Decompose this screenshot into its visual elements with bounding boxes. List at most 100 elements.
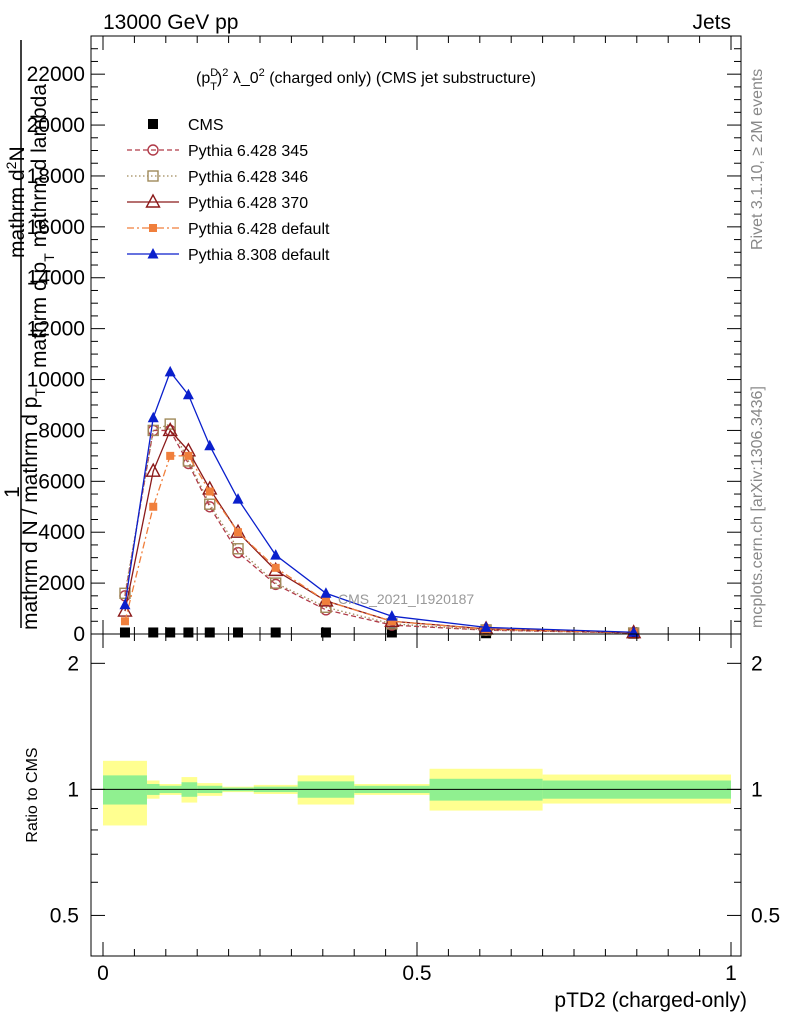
ratio-y-axis: 0.5 0.5 1 1 2 2: [50, 652, 780, 957]
data-point: [386, 610, 398, 621]
main-y-axis: 0 2000 4000 6000 8000 10000 12000 14000 16000 180…: [27, 35, 741, 646]
ratio-bands: [103, 760, 731, 826]
data-point: [119, 627, 130, 638]
data-point: [480, 621, 492, 632]
data-point: [145, 462, 161, 477]
ratio-y-tick-label: 1: [67, 778, 79, 801]
data-point: [119, 587, 131, 599]
data-point: [149, 502, 158, 511]
main-y-tick-label: 4000: [38, 521, 85, 544]
data-point: [320, 627, 331, 638]
ratio-y-tick-label-right: 1: [751, 778, 763, 801]
data-point: [164, 365, 176, 377]
data-point: [321, 596, 330, 605]
ratio-x-axis: 0 0.5 1: [97, 634, 737, 985]
legend-entry: CMS: [148, 117, 224, 134]
ratio-y-label: Ratio to CMS: [24, 747, 41, 842]
legend-marker: [147, 144, 159, 156]
x-axis-label: pTD2 (charged-only): [554, 989, 747, 1012]
data-point: [270, 577, 282, 589]
ratio-y-tick-label: 2: [67, 652, 79, 675]
y-label-second-line: mathrm d pT mathrm d lambda: [28, 84, 57, 368]
data-point: [204, 627, 215, 638]
legend-label: CMS: [188, 117, 224, 134]
ratio-y-tick-label: 0.5: [50, 904, 79, 927]
series-4: [120, 451, 638, 637]
data-point: [162, 421, 178, 437]
data-point: [204, 439, 216, 451]
x-tick-label: 0.5: [402, 962, 431, 985]
data-point: [182, 457, 195, 470]
legend-entry: Pythia 6.428 345: [127, 143, 308, 160]
legend-marker: [145, 193, 161, 208]
main-y-tick-label: 8000: [38, 419, 85, 442]
data-point: [271, 563, 280, 572]
main-y-tick-label: 2000: [38, 572, 85, 595]
data-point: [204, 498, 216, 510]
y-label-denominator: mathrm d N / mathrm d pT: [19, 388, 48, 630]
mcplots-label: mcplots.cern.ch [arXiv:1306.3436]: [749, 386, 766, 628]
energy-label: 13000 GeV pp: [103, 11, 238, 34]
legend-entry: Pythia 6.428 346: [127, 169, 308, 186]
main-y-tick-label: 0: [73, 623, 85, 646]
jets-label: Jets: [692, 11, 731, 34]
main-y-tick-label: 16000: [27, 216, 85, 239]
data-point: [270, 627, 281, 638]
data-point: [148, 627, 159, 638]
main-series-layer: [117, 365, 642, 639]
data-point: [387, 617, 396, 626]
data-point: [232, 493, 244, 504]
data-point: [386, 627, 397, 638]
data-point: [120, 617, 129, 626]
y-label-one: 1: [1, 486, 24, 498]
data-point: [164, 418, 176, 430]
stat-uncertainty-band: [103, 775, 147, 805]
main-y-tick-label: 20000: [27, 114, 85, 137]
data-point: [233, 627, 244, 638]
data-point: [147, 424, 159, 437]
main-y-tick-label: 14000: [27, 267, 85, 290]
series-5: [119, 365, 640, 637]
data-point: [204, 501, 216, 513]
data-point: [147, 411, 159, 423]
legend-entry: Pythia 6.428 default: [127, 221, 330, 238]
main-y-tick-label: 12000: [27, 318, 85, 341]
rivet-label: Rivet 3.1.10, ≥ 2M events: [749, 69, 766, 250]
data-point: [119, 598, 131, 610]
legend-marker: [148, 119, 158, 129]
legend-entry: Pythia 8.308 default: [127, 247, 330, 264]
data-point: [182, 388, 194, 400]
ratio-plot-frame: [90, 633, 742, 957]
main-y-label: 1 mathrm d N / mathrm d pT mathrm d pT m…: [1, 40, 57, 630]
series-0: [119, 627, 639, 639]
data-point: [165, 627, 176, 638]
legend-marker: [147, 170, 159, 182]
legend-label: Pythia 6.428 370: [188, 195, 308, 212]
legend-label: Pythia 6.428 345: [188, 143, 308, 160]
ratio-y-tick-label-right: 2: [751, 652, 763, 675]
legend-label: Pythia 6.428 default: [188, 221, 330, 238]
data-point: [270, 549, 282, 560]
x-tick-label: 1: [725, 962, 737, 985]
ratio-y-tick-label-right: 0.5: [751, 904, 780, 927]
data-point: [320, 587, 332, 598]
x-tick-label: 0: [97, 962, 109, 985]
data-point: [166, 451, 175, 460]
legend-marker: [147, 248, 159, 259]
legend-label: Pythia 6.428 346: [188, 169, 308, 186]
main-plot: 0 2000 4000 6000 8000 10000 12000 14000 16000 180…: [27, 35, 742, 646]
main-y-tick-label: 22000: [27, 63, 85, 86]
main-y-tick-label: 18000: [27, 165, 85, 188]
main-y-tick-label: 10000: [27, 369, 85, 392]
plot-title: (pD T)2 λ_02 (charged only) (CMS jet subs…: [196, 67, 536, 93]
legend: CMS Pythia 6.428 345 Pythia 6.428 346 Pythi…: [127, 117, 330, 264]
legend-marker: [149, 224, 157, 232]
main-y-tick-label: 6000: [38, 470, 85, 493]
data-point: [232, 543, 244, 555]
data-point: [205, 487, 214, 496]
y-label-top-line: mathrm d2N: [3, 146, 29, 258]
legend-label: Pythia 8.308 default: [188, 247, 330, 264]
data-point: [234, 528, 243, 537]
data-point: [183, 627, 194, 638]
